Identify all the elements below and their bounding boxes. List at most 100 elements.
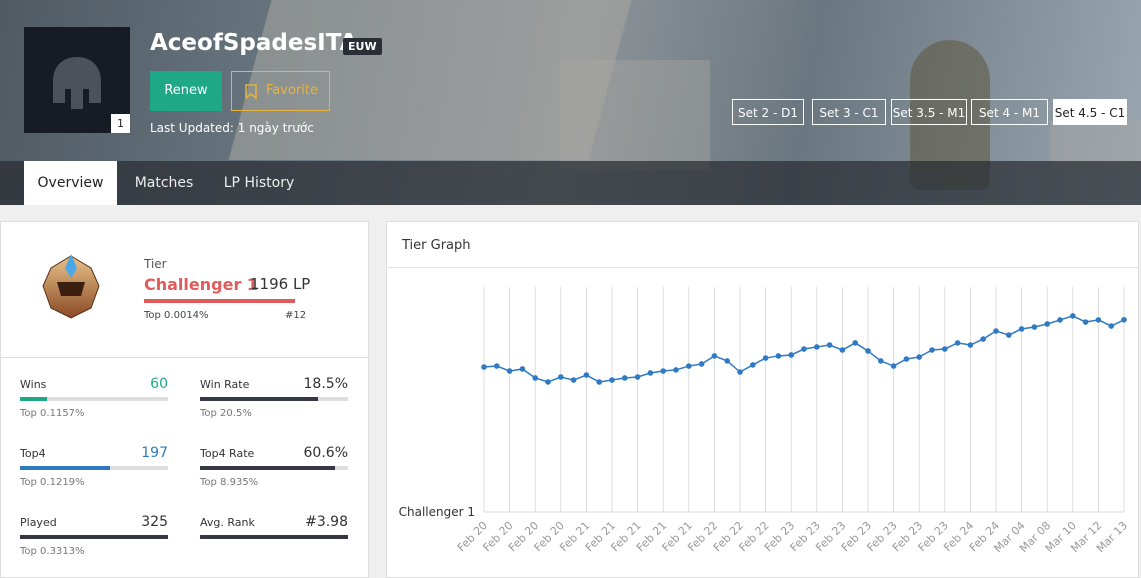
stat-value: #3.98	[305, 514, 348, 530]
point	[622, 375, 628, 381]
point	[954, 340, 961, 346]
point	[903, 356, 910, 362]
stat-track	[20, 397, 168, 401]
tier-panel: Tier Challenger 1 1196 LP Top 0.0014% #1…	[0, 221, 369, 358]
point	[1006, 332, 1012, 338]
point	[942, 346, 948, 352]
stat-track	[200, 397, 348, 401]
stat-top: Top 0.1219%	[20, 477, 85, 488]
point	[698, 361, 705, 367]
set-button[interactable]: Set 4.5 - C1	[1053, 99, 1127, 125]
stat-label: Top4 Rate	[200, 447, 255, 460]
set-button[interactable]: Set 3.5 - M1	[891, 99, 967, 125]
set-button[interactable]: Set 3 - C1	[812, 99, 886, 125]
point	[634, 374, 641, 380]
point	[967, 342, 974, 348]
stat-bar	[20, 535, 168, 539]
tier-lp: 1196 LP	[250, 275, 311, 293]
stat-value: 18.5%	[303, 376, 348, 392]
point	[481, 364, 487, 370]
point	[519, 366, 526, 372]
stat-top: Top 8.935%	[200, 477, 259, 488]
tab[interactable]: LP History	[223, 175, 295, 191]
point	[865, 348, 871, 354]
renew-button[interactable]: Renew	[150, 71, 222, 111]
set-button[interactable]: Set 4 - M1	[971, 99, 1048, 125]
point	[737, 369, 743, 375]
stat-bar	[20, 397, 48, 401]
point	[826, 342, 833, 348]
point	[852, 340, 858, 346]
point	[558, 374, 564, 380]
point	[750, 362, 756, 368]
chart-title: Tier Graph	[402, 238, 471, 253]
point	[788, 352, 794, 358]
region-badge: EUW	[343, 38, 382, 55]
stat-label: Win Rate	[200, 378, 250, 391]
point	[494, 363, 500, 369]
stat-bar	[200, 466, 335, 470]
tier-rank: Challenger 1	[144, 275, 259, 294]
stat-top: Top 0.1157%	[20, 408, 85, 419]
stat-track	[200, 466, 348, 470]
point	[878, 358, 884, 364]
point	[1070, 313, 1076, 319]
point	[570, 377, 577, 383]
stat-value: 60.6%	[303, 445, 348, 461]
point	[583, 372, 590, 378]
stat-track	[20, 535, 168, 539]
point	[1108, 323, 1114, 329]
stat-bar	[20, 466, 110, 470]
y-tick-label: Challenger 1	[399, 505, 475, 519]
tier-label: Tier	[144, 257, 167, 271]
point	[609, 377, 615, 383]
tab[interactable]: Matches	[134, 175, 194, 191]
tier-bar	[144, 299, 295, 303]
point	[1082, 319, 1089, 325]
point	[916, 354, 922, 360]
set-button[interactable]: Set 2 - D1	[732, 99, 804, 125]
last-updated: Last Updated: 1 ngày trước	[150, 121, 314, 135]
point	[839, 347, 846, 353]
point	[660, 368, 666, 374]
bookmark-icon	[245, 84, 257, 99]
point	[711, 353, 718, 359]
stat-track	[200, 535, 348, 539]
point	[1044, 321, 1050, 327]
point	[1095, 317, 1102, 323]
stat-label: Played	[20, 516, 57, 529]
point	[814, 344, 820, 350]
point	[1057, 317, 1063, 323]
point	[801, 346, 807, 352]
point	[596, 379, 602, 385]
point	[1121, 316, 1127, 323]
point	[775, 353, 782, 359]
avatar-level: 1	[111, 114, 130, 133]
point	[545, 379, 551, 385]
stat-value: 325	[141, 514, 168, 530]
favorite-button[interactable]: Favorite	[231, 71, 330, 111]
stat-label: Avg. Rank	[200, 516, 255, 529]
divider	[387, 267, 1138, 268]
point	[673, 367, 679, 373]
point	[980, 336, 986, 342]
avatar-icon	[53, 57, 101, 109]
point	[762, 355, 769, 361]
stat-top: Top 0.3313%	[20, 546, 85, 557]
stat-label: Wins	[20, 378, 47, 391]
point	[506, 368, 513, 374]
point	[686, 363, 692, 369]
point	[929, 347, 935, 353]
stat-top: Top 20.5%	[200, 408, 252, 419]
point	[890, 363, 897, 369]
tab[interactable]: Overview	[24, 161, 117, 205]
point	[647, 370, 654, 376]
stat-track	[20, 466, 168, 470]
stat-bar	[200, 535, 348, 539]
tab-bar	[0, 161, 1141, 205]
point	[1031, 324, 1038, 330]
stat-label: Top4	[20, 447, 46, 460]
point	[532, 375, 538, 381]
stat-bar	[200, 397, 318, 401]
